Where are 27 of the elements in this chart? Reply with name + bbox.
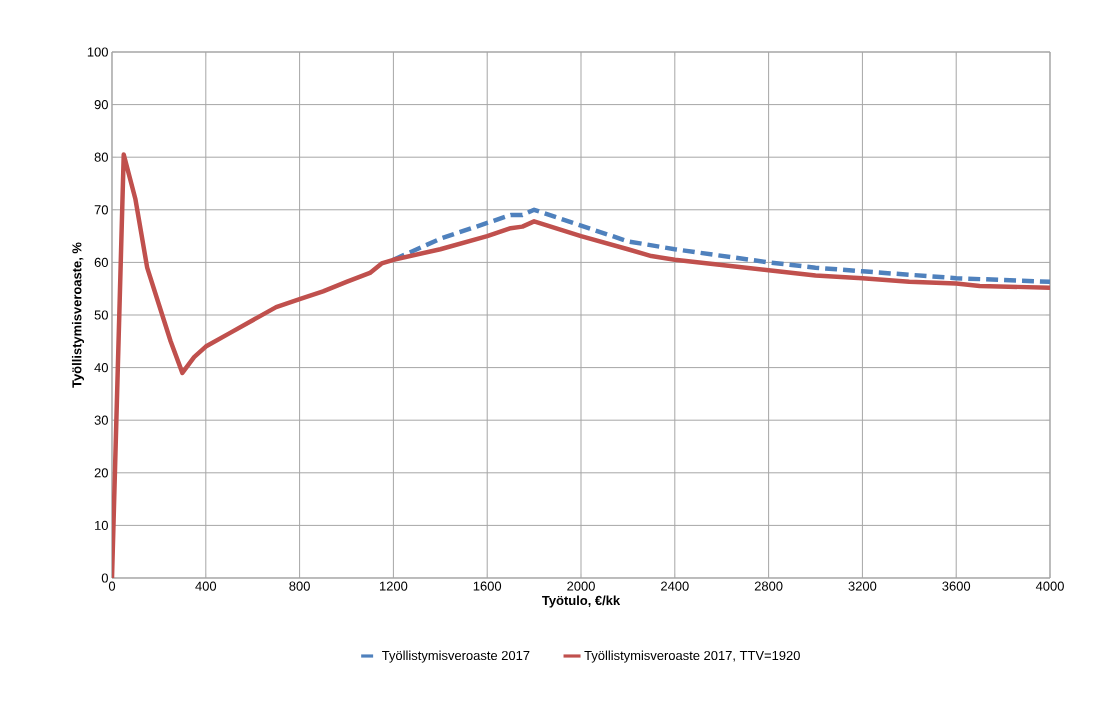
y-tick-label: 100: [87, 47, 108, 57]
y-tick-label: 10: [95, 520, 108, 530]
y-tick-label: 50: [94, 310, 108, 320]
y-tick-label: 70: [94, 205, 108, 215]
y-tick-label: 0: [101, 573, 108, 583]
y-axis-title: Työllistymisveroaste, %: [71, 242, 85, 388]
x-tick-label: 800: [289, 581, 310, 591]
x-tick-label: 2000: [567, 581, 595, 591]
y-tick-label: 30: [94, 415, 108, 425]
x-tick-label: 0: [108, 581, 116, 591]
x-tick-label: 400: [195, 581, 217, 591]
legend-label: Työllistymisveroaste 2017: [382, 650, 530, 663]
x-tick-label: 1200: [379, 581, 408, 591]
x-tick-label: 3600: [942, 581, 971, 591]
line-series: [112, 152, 1051, 578]
y-tick-label: 80: [94, 152, 108, 162]
legend-label: Työllistymisveroaste 2017, TTV=1920: [584, 650, 800, 663]
x-tick-label: 2400: [661, 581, 689, 591]
x-tick-label: 1600: [473, 581, 502, 591]
y-tick-label: 20: [94, 468, 108, 478]
x-tick-label: 4000: [1035, 581, 1064, 591]
x-tick-label: 3200: [848, 581, 877, 591]
y-tick-label: 40: [94, 363, 108, 373]
y-tick-label: 90: [94, 100, 108, 110]
x-axis-title: Työtulo, €/kk: [542, 595, 621, 608]
y-tick-label: 60: [94, 257, 108, 267]
x-tick-label: 2800: [754, 581, 783, 591]
